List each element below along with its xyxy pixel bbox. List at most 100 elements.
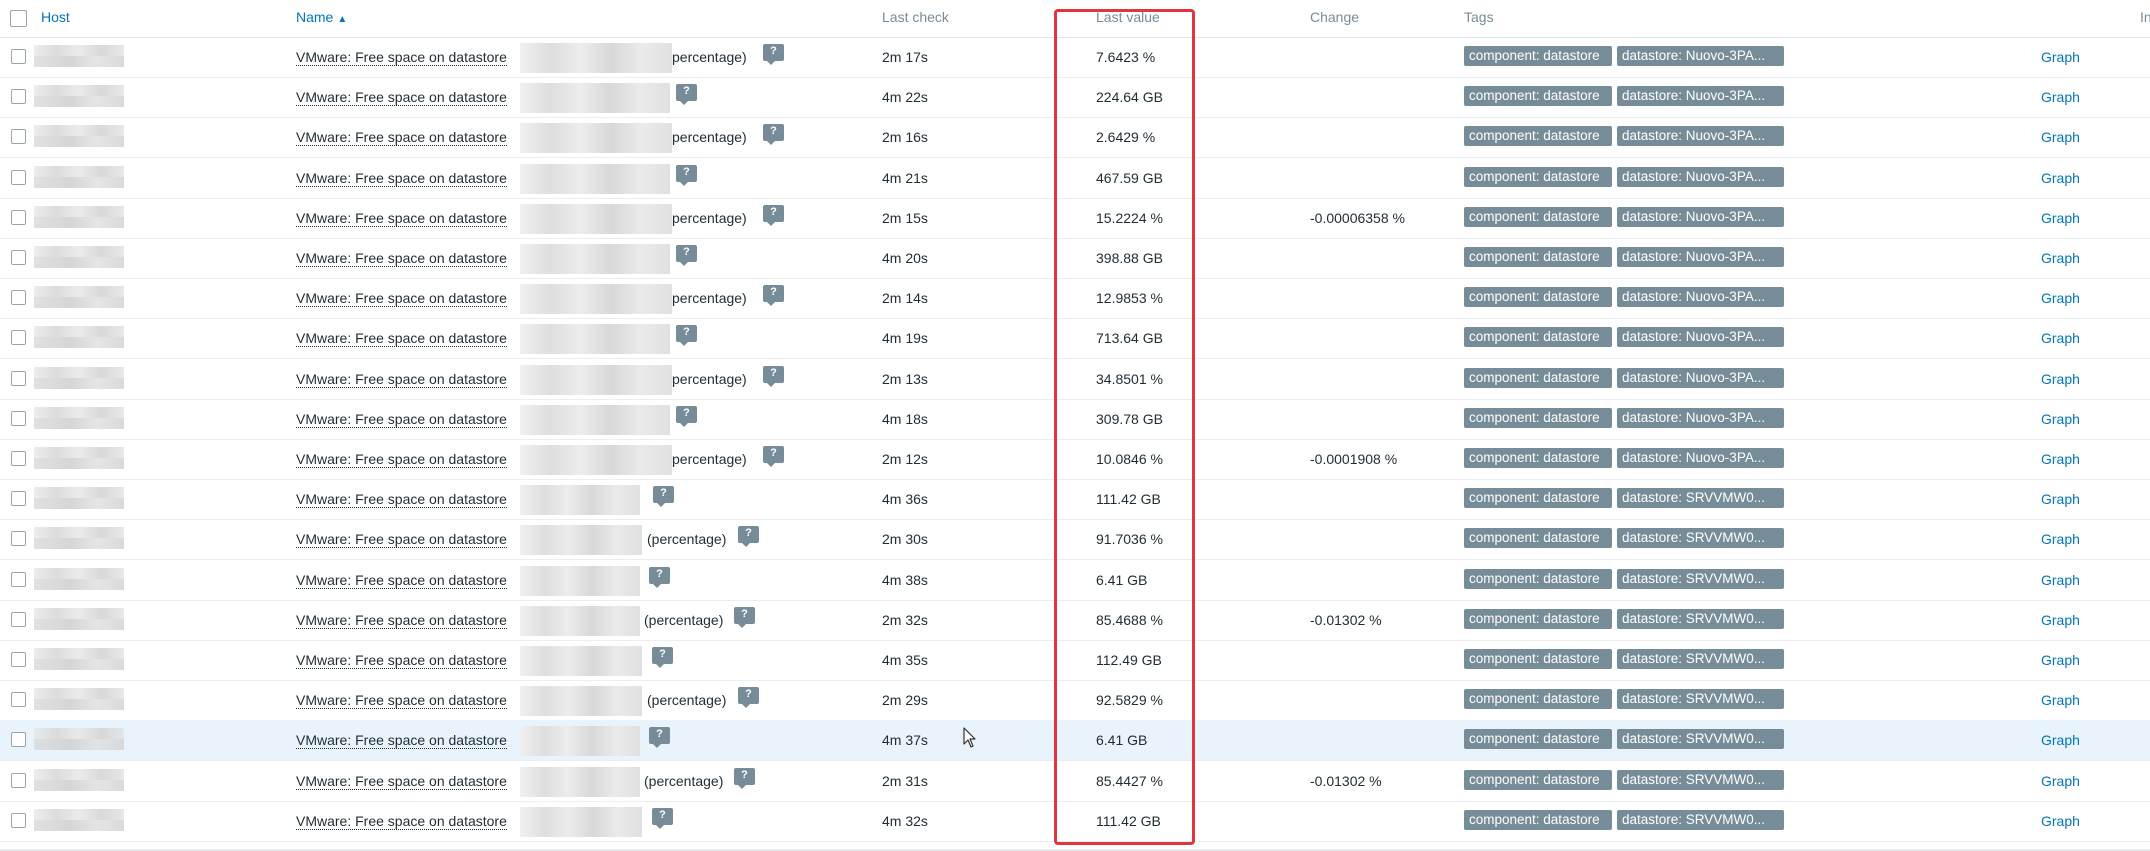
question-mark-icon[interactable]: ? <box>649 727 670 749</box>
row-checkbox[interactable] <box>11 330 26 346</box>
row-checkbox[interactable] <box>11 531 26 547</box>
row-checkbox[interactable] <box>11 611 26 627</box>
graph-link[interactable]: Graph <box>2041 290 2080 307</box>
question-mark-icon[interactable]: ? <box>649 566 670 588</box>
row-checkbox[interactable] <box>11 410 26 426</box>
question-mark-icon[interactable]: ? <box>653 486 674 508</box>
tag-component[interactable]: component: datastore <box>1464 367 1612 388</box>
question-mark-icon[interactable]: ? <box>676 245 697 266</box>
item-name-link[interactable]: VMware: Free space on datastore <box>296 611 507 629</box>
row-checkbox[interactable] <box>11 772 26 788</box>
tag-datastore[interactable]: datastore: SRVVMW0... <box>1617 608 1784 629</box>
item-name-suffix[interactable]: percentage) <box>672 370 747 387</box>
tag-component[interactable]: component: datastore <box>1464 86 1612 107</box>
tag-component[interactable]: component: datastore <box>1464 166 1612 187</box>
graph-link[interactable]: Graph <box>2041 330 2080 347</box>
table-row[interactable]: VMware: Free space on datastore? 4m 38s 6.… <box>0 560 2150 601</box>
tag-datastore[interactable]: datastore: Nuovo-3PA... <box>1617 367 1784 388</box>
table-row[interactable]: VMware: Free space on datastore? 4m 32s 11… <box>0 801 2150 842</box>
table-row[interactable]: VMware: Free space on datastore percentag… <box>0 278 2150 320</box>
tag-datastore[interactable]: datastore: Nuovo-3PA... <box>1617 126 1784 147</box>
column-tags[interactable]: Tags <box>1464 9 1494 25</box>
item-name-link[interactable]: VMware: Free space on datastore <box>296 89 507 107</box>
tag-component[interactable]: component: datastore <box>1464 247 1612 267</box>
tag-component[interactable]: component: datastore <box>1464 448 1612 468</box>
tag-datastore[interactable]: datastore: SRVVMW0... <box>1617 488 1784 509</box>
item-name-link[interactable]: VMware: Free space on datastore <box>296 692 507 710</box>
item-name-link[interactable]: VMware: Free space on datastore <box>296 652 507 669</box>
column-host[interactable]: Host <box>41 9 70 25</box>
row-checkbox[interactable] <box>11 451 26 466</box>
table-row[interactable]: VMware: Free space on datastore (percenta… <box>0 680 2150 722</box>
table-row[interactable]: VMware: Free space on datastore? 4m 37s 6.… <box>0 720 2150 762</box>
tag-datastore[interactable]: datastore: SRVVMW0... <box>1617 809 1784 830</box>
table-row[interactable]: VMware: Free space on datastore percentag… <box>0 359 2150 400</box>
item-name-link[interactable]: VMware: Free space on datastore <box>296 571 507 589</box>
item-name-link[interactable]: VMware: Free space on datastore <box>296 410 507 428</box>
table-row[interactable]: VMware: Free space on datastore percentag… <box>0 117 2150 159</box>
item-name-suffix[interactable]: percentage) <box>672 49 747 65</box>
item-name-link[interactable]: VMware: Free space on datastore <box>296 330 507 348</box>
question-mark-icon[interactable]: ? <box>734 767 755 789</box>
question-mark-icon[interactable]: ? <box>652 807 673 829</box>
item-name[interactable]: VMware: Free space on datastore percentag… <box>296 43 784 73</box>
tag-component[interactable]: component: datastore <box>1464 809 1612 830</box>
graph-link[interactable]: Graph <box>2041 611 2080 628</box>
item-name-suffix[interactable]: percentage) <box>672 209 747 226</box>
row-checkbox[interactable] <box>11 692 26 708</box>
column-last-check[interactable]: Last check <box>882 9 949 25</box>
graph-link[interactable]: Graph <box>2041 49 2080 65</box>
item-name-link[interactable]: VMware: Free space on datastore <box>296 169 507 187</box>
tag-component[interactable]: component: datastore <box>1464 568 1612 589</box>
item-name-link[interactable]: VMware: Free space on datastore <box>296 531 507 549</box>
table-row[interactable]: VMware: Free space on datastore (percenta… <box>0 600 2150 641</box>
item-name-link[interactable]: VMware: Free space on datastore <box>296 491 507 509</box>
table-row[interactable]: VMware: Free space on datastore (percenta… <box>0 519 2150 561</box>
graph-link[interactable]: Graph <box>2041 531 2080 548</box>
question-mark-icon[interactable]: ? <box>763 446 784 467</box>
item-name[interactable]: VMware: Free space on datastore? <box>296 244 697 274</box>
tag-datastore[interactable]: datastore: SRVVMW0... <box>1617 769 1784 790</box>
question-mark-icon[interactable]: ? <box>676 405 697 427</box>
row-checkbox[interactable] <box>11 49 26 64</box>
item-name[interactable]: VMware: Free space on datastore percentag… <box>296 284 784 315</box>
tag-component[interactable]: component: datastore <box>1464 407 1612 428</box>
question-mark-icon[interactable]: ? <box>763 204 784 226</box>
tag-component[interactable]: component: datastore <box>1464 46 1612 66</box>
item-name[interactable]: VMware: Free space on datastore? <box>296 83 697 114</box>
item-name-suffix[interactable]: percentage) <box>672 290 747 307</box>
item-name-link[interactable]: VMware: Free space on datastore <box>296 451 507 468</box>
tag-datastore[interactable]: datastore: Nuovo-3PA... <box>1617 287 1784 308</box>
item-name[interactable]: VMware: Free space on datastore (percenta… <box>296 605 755 636</box>
column-change[interactable]: Change <box>1310 9 1360 25</box>
item-name-link[interactable]: VMware: Free space on datastore <box>296 370 507 388</box>
item-name-link[interactable]: VMware: Free space on datastore <box>296 49 507 66</box>
graph-link[interactable]: Graph <box>2041 571 2080 588</box>
item-name[interactable]: VMware: Free space on datastore percentag… <box>296 123 784 154</box>
question-mark-icon[interactable]: ? <box>763 44 784 65</box>
item-name-link[interactable]: VMware: Free space on datastore <box>296 772 507 790</box>
tag-datastore[interactable]: datastore: Nuovo-3PA... <box>1617 327 1784 348</box>
tag-component[interactable]: component: datastore <box>1464 206 1612 227</box>
graph-link[interactable]: Graph <box>2041 491 2080 508</box>
tag-datastore[interactable]: datastore: Nuovo-3PA... <box>1617 166 1784 187</box>
item-name-link[interactable]: VMware: Free space on datastore <box>296 250 507 267</box>
tag-component[interactable]: component: datastore <box>1464 769 1612 790</box>
item-name[interactable]: VMware: Free space on datastore percentag… <box>296 364 784 395</box>
tag-component[interactable]: component: datastore <box>1464 649 1612 669</box>
graph-link[interactable]: Graph <box>2041 732 2080 749</box>
item-name-link[interactable]: VMware: Free space on datastore <box>296 732 507 750</box>
item-name-suffix[interactable]: (percentage) <box>644 772 724 789</box>
tag-datastore[interactable]: datastore: Nuovo-3PA... <box>1617 247 1784 267</box>
question-mark-icon[interactable]: ? <box>738 526 759 548</box>
tag-datastore[interactable]: datastore: Nuovo-3PA... <box>1617 206 1784 227</box>
question-mark-icon[interactable]: ? <box>676 325 697 347</box>
row-checkbox[interactable] <box>11 812 26 828</box>
item-name[interactable]: VMware: Free space on datastore? <box>296 726 670 757</box>
row-checkbox[interactable] <box>11 250 26 265</box>
table-row[interactable]: VMware: Free space on datastore (percenta… <box>0 761 2150 802</box>
question-mark-icon[interactable]: ? <box>763 124 784 146</box>
tag-datastore[interactable]: datastore: Nuovo-3PA... <box>1617 407 1784 428</box>
question-mark-icon[interactable]: ? <box>763 285 784 307</box>
graph-link[interactable]: Graph <box>2041 692 2080 709</box>
